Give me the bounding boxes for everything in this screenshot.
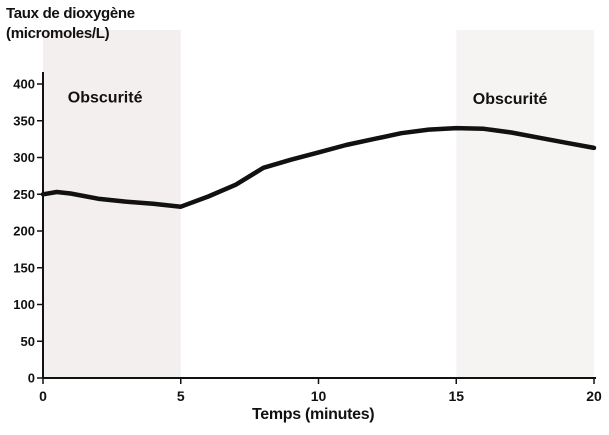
y-tick-label: 400 — [13, 77, 35, 92]
y-tick-label: 100 — [13, 297, 35, 312]
y-axis-label: Taux de dioxygène (micromoles/L) — [6, 4, 135, 44]
x-tick-label: 15 — [448, 388, 464, 404]
axes — [37, 72, 596, 384]
y-tick-label: 0 — [28, 371, 35, 386]
annotations: Obscurité Obscurité — [68, 89, 548, 107]
tick-labels: 0 50 100 150 200 250 300 350 400 0 5 10 15 20 — [13, 77, 602, 405]
y-tick-label: 200 — [13, 224, 35, 239]
y-tick-label: 350 — [13, 113, 35, 128]
annotation-obscurite: Obscurité — [473, 91, 548, 108]
annotation-obscurite: Obscurité — [68, 89, 143, 106]
dark-period-right — [456, 30, 594, 378]
y-axis-label-line1: Taux de dioxygène — [6, 5, 135, 22]
x-tick-label: 20 — [586, 388, 602, 404]
x-axis-label: Temps (minutes) — [252, 406, 375, 423]
y-tick-label: 50 — [21, 334, 35, 349]
series-line — [40, 125, 597, 209]
x-tick-label: 0 — [39, 388, 47, 404]
y-tick-label: 250 — [13, 187, 35, 202]
y-axis-label-line2: (micromoles/L) — [6, 25, 110, 42]
x-tick-label: 5 — [177, 388, 185, 404]
y-tick-label: 150 — [13, 260, 35, 275]
y-tick-label: 300 — [13, 150, 35, 165]
x-tick-label: 10 — [311, 388, 327, 404]
